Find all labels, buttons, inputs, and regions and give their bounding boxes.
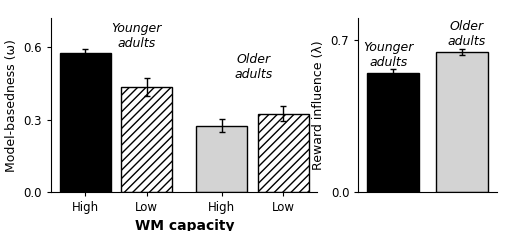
- Bar: [258, 113, 309, 192]
- Y-axis label: Reward influence (λ): Reward influence (λ): [312, 40, 325, 170]
- Bar: [436, 52, 488, 192]
- Text: Younger
adults: Younger adults: [111, 22, 162, 50]
- X-axis label: WM capacity: WM capacity: [135, 219, 234, 231]
- Bar: [121, 87, 173, 192]
- Bar: [196, 126, 247, 192]
- Text: Younger
adults: Younger adults: [364, 41, 414, 69]
- Bar: [60, 53, 111, 192]
- Text: Older
adults: Older adults: [447, 20, 485, 48]
- Y-axis label: Model-basedness (ω): Model-basedness (ω): [5, 39, 18, 172]
- Text: Older
adults: Older adults: [234, 53, 273, 81]
- Bar: [367, 73, 419, 192]
